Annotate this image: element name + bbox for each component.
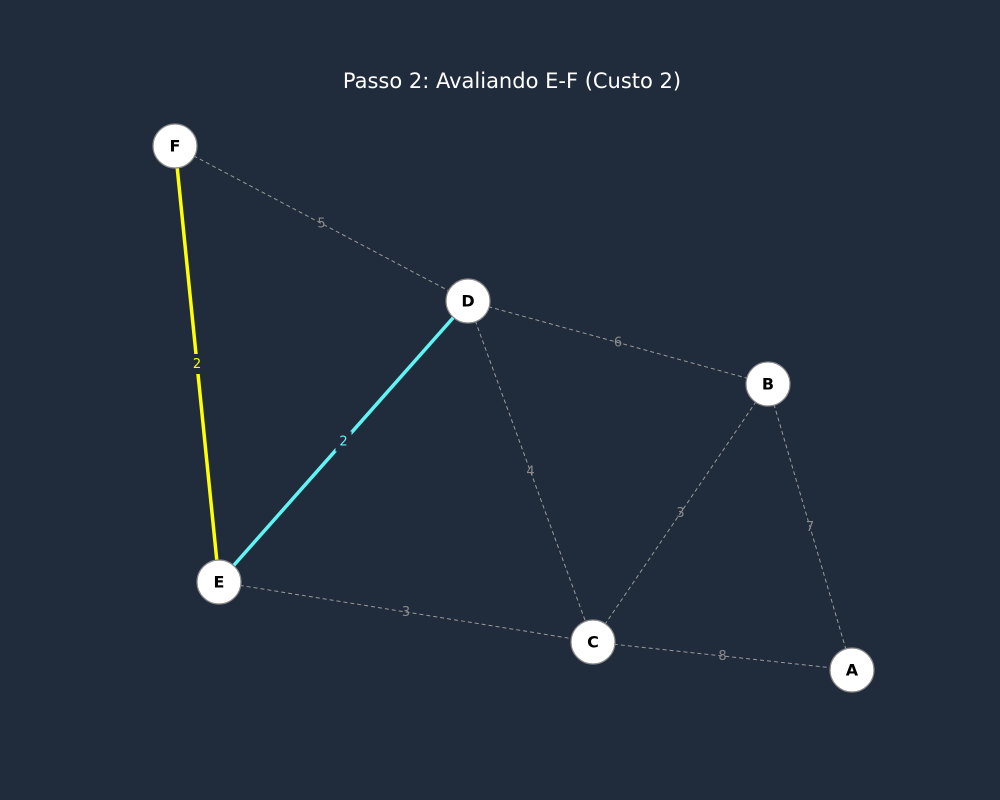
node-label: A	[846, 661, 859, 680]
nodes-layer: F D B E C A	[152, 123, 875, 693]
edge-weight-label: 6	[614, 336, 622, 351]
edge-e-d: 2	[217, 299, 470, 584]
edge-label-background	[189, 354, 205, 374]
edge-b-a: 7	[767, 383, 853, 671]
edge-line	[467, 300, 769, 385]
edge-weight-label: 7	[806, 520, 814, 535]
edge-line	[467, 300, 594, 643]
edge-line	[218, 581, 594, 643]
node-circle	[829, 647, 875, 693]
node-label: C	[587, 633, 599, 652]
edge-line	[592, 383, 769, 643]
edge-weight-label: 8	[718, 649, 726, 664]
diagram-title: Passo 2: Avaliando E-F (Custo 2)	[343, 69, 681, 93]
node-a: A	[829, 647, 875, 693]
edge-label-background	[335, 431, 352, 452]
edge-line	[767, 383, 853, 671]
edge-weight-label: 5	[317, 217, 325, 232]
edges-layer: 5 6 4 3 7 3 8 2 2	[173, 145, 853, 671]
node-b: B	[745, 361, 791, 407]
edge-d-b: 6	[467, 300, 769, 385]
node-circle	[570, 619, 616, 665]
edge-f-d: 5	[174, 145, 469, 302]
node-circle	[152, 123, 198, 169]
edge-e-c: 3	[218, 581, 594, 643]
edge-d-c: 4	[467, 300, 594, 643]
edge-b-c: 3	[592, 383, 769, 643]
node-e: E	[196, 559, 242, 605]
edge-weight-label: 2	[193, 357, 201, 372]
node-f: F	[152, 123, 198, 169]
node-circle	[196, 559, 242, 605]
node-c: C	[570, 619, 616, 665]
node-label: D	[461, 292, 474, 311]
edge-weight-label: 3	[676, 506, 684, 521]
edge-c-a: 8	[592, 641, 853, 671]
edge-line	[592, 641, 853, 671]
node-label: F	[170, 137, 181, 156]
node-circle	[445, 278, 491, 324]
node-circle	[745, 361, 791, 407]
node-label: B	[762, 375, 774, 394]
edge-line	[174, 145, 469, 302]
edge-weight-label: 2	[339, 435, 347, 450]
node-label: E	[214, 573, 225, 592]
edge-f-e: 2	[173, 145, 221, 583]
node-d: D	[445, 278, 491, 324]
edge-weight-label: 4	[526, 465, 534, 480]
edge-weight-label: 3	[402, 605, 410, 620]
